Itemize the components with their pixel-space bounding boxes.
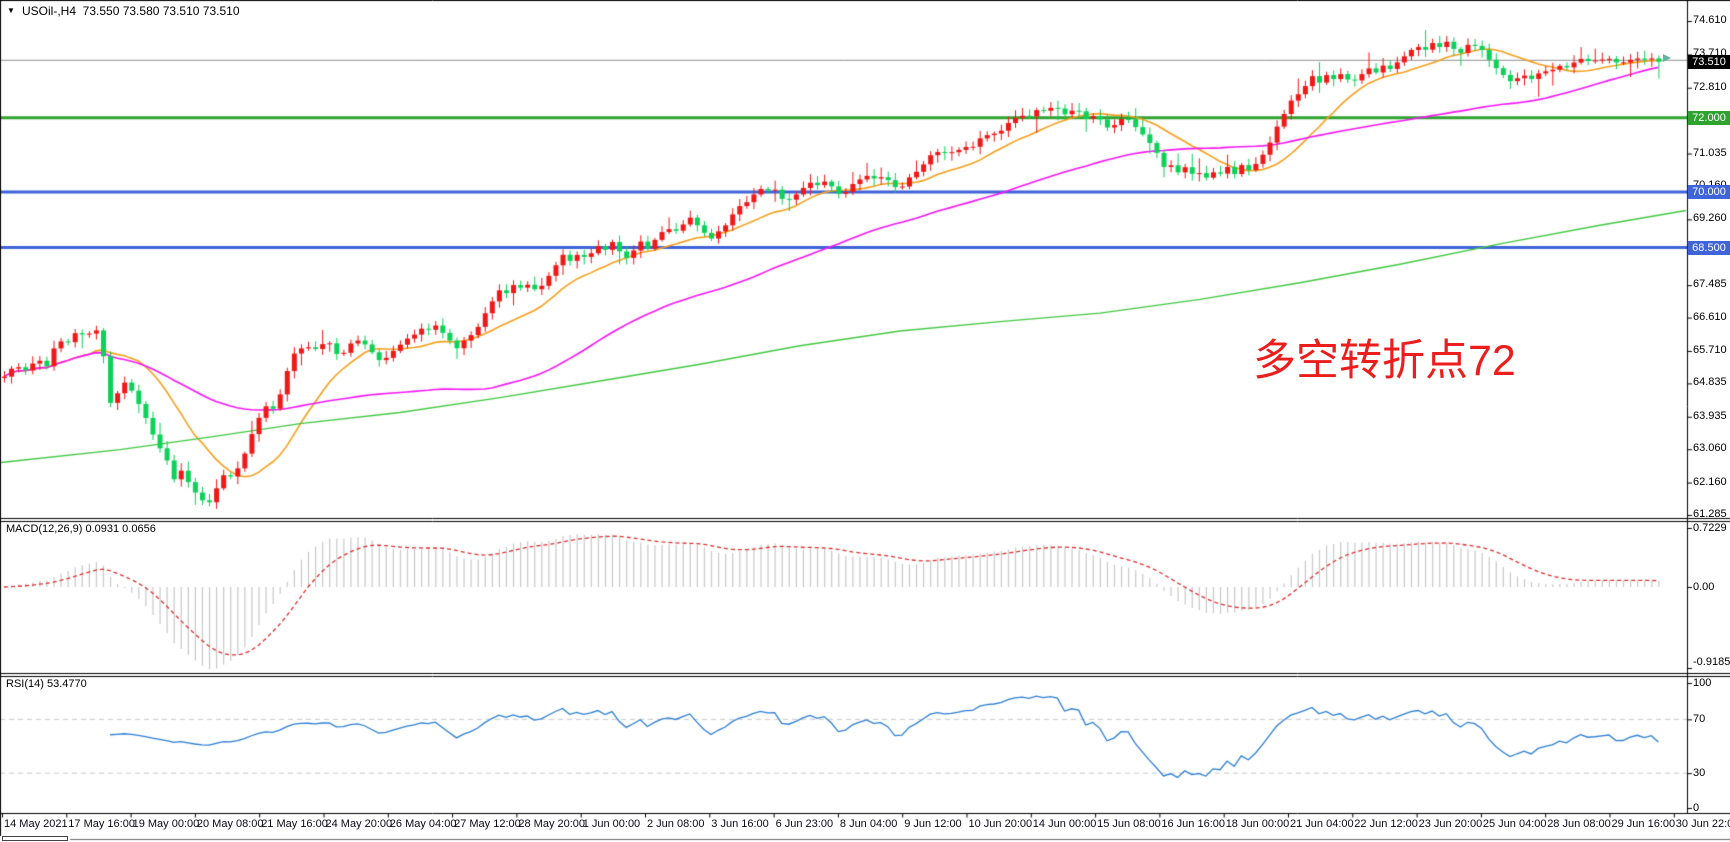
macd-indicator-label: MACD(12,26,9) 0.0931 0.0656 [6,523,156,535]
time-axis-label: 20 May 08:00 [196,818,264,830]
rsi-axis-label: 0 [1693,802,1700,814]
price-axis-label: 63.935 [1693,409,1727,422]
price-axis-label: 72.810 [1693,80,1727,93]
price-axis-label: 64.835 [1693,376,1727,389]
macd-axis-label: 0.00 [1693,581,1715,593]
price-axis-label: 67.485 [1693,278,1727,291]
price-level-box: 70.000 [1688,184,1730,199]
time-axis-label: 15 Jun 08:00 [1097,818,1161,830]
macd-axis-label: 0.7229 [1693,522,1727,534]
chart-annotation-text: 多空转折点72 [1253,337,1516,385]
price-axis-label: 74.610 [1693,14,1727,26]
time-axis-label: 16 Jun 16:00 [1161,818,1226,830]
price-axis-label: 69.260 [1693,212,1727,225]
price-level-box: 72.000 [1688,110,1730,125]
time-axis-label: 9 Jun 12:00 [904,818,962,830]
time-axis-label: 2 Jun 08:00 [647,818,705,830]
time-axis-label: 25 Jun 04:00 [1482,818,1547,830]
price-axis-label: 66.610 [1693,310,1727,323]
time-axis-label: 28 May 20:00 [518,818,586,830]
time-axis-label: 14 May 2021 [4,818,68,830]
symbol-dropdown-icon[interactable]: ▼ [7,6,15,15]
time-axis-label: 21 May 16:00 [261,818,328,830]
time-axis-label: 17 May 16:00 [68,818,135,830]
time-axis-label: 6 Jun 23:00 [775,818,834,830]
rsi-indicator-label: RSI(14) 53.4770 [6,678,87,690]
price-axis-label: 71.035 [1693,146,1727,159]
rsi-axis-label: 100 [1693,677,1712,689]
last-price-arrow-icon [1663,54,1671,62]
time-axis-label: 14 Jun 00:00 [1032,818,1097,830]
time-axis-label: 22 Jun 12:00 [1354,818,1418,830]
chart-title-ohlc: USOil-,H4 73.550 73.580 73.510 73.510 [22,4,240,18]
time-axis-label: 8 Jun 04:00 [839,818,898,830]
time-axis-label: 27 May 12:00 [454,818,521,830]
time-axis-label: 10 Jun 20:00 [968,818,1033,830]
rsi-axis-label: 30 [1693,767,1706,780]
time-axis-label: 29 Jun 16:00 [1611,818,1676,830]
rsi-axis-label: 70 [1693,713,1706,726]
time-axis-label: 23 Jun 20:00 [1418,818,1483,830]
time-axis-label: 24 May 20:00 [325,818,393,830]
time-axis-label: 28 Jun 08:00 [1547,818,1611,830]
time-axis-label: 3 Jun 16:00 [711,818,769,830]
price-axis-label: 62.160 [1693,475,1727,488]
price-level-box: 68.500 [1688,240,1730,255]
price-axis-label: 63.060 [1693,442,1727,455]
horizontal-scrollbar-thumb[interactable] [2,836,68,841]
time-axis-label: 30 Jun 22:00 [1675,818,1730,830]
time-axis-label: 1 Jun 00:00 [582,818,641,830]
macd-axis-label: -0.9185 [1693,656,1730,668]
time-axis-label: 26 May 04:00 [389,818,457,830]
price-axis-label: 65.710 [1693,343,1727,356]
price-axis-label: 61.285 [1693,508,1727,520]
time-axis-label: 18 Jun 00:00 [1225,818,1290,830]
time-axis-label: 19 May 00:00 [132,818,200,830]
price-level-box: 73.510 [1688,54,1730,69]
time-axis-label: 21 Jun 04:00 [1290,818,1354,830]
